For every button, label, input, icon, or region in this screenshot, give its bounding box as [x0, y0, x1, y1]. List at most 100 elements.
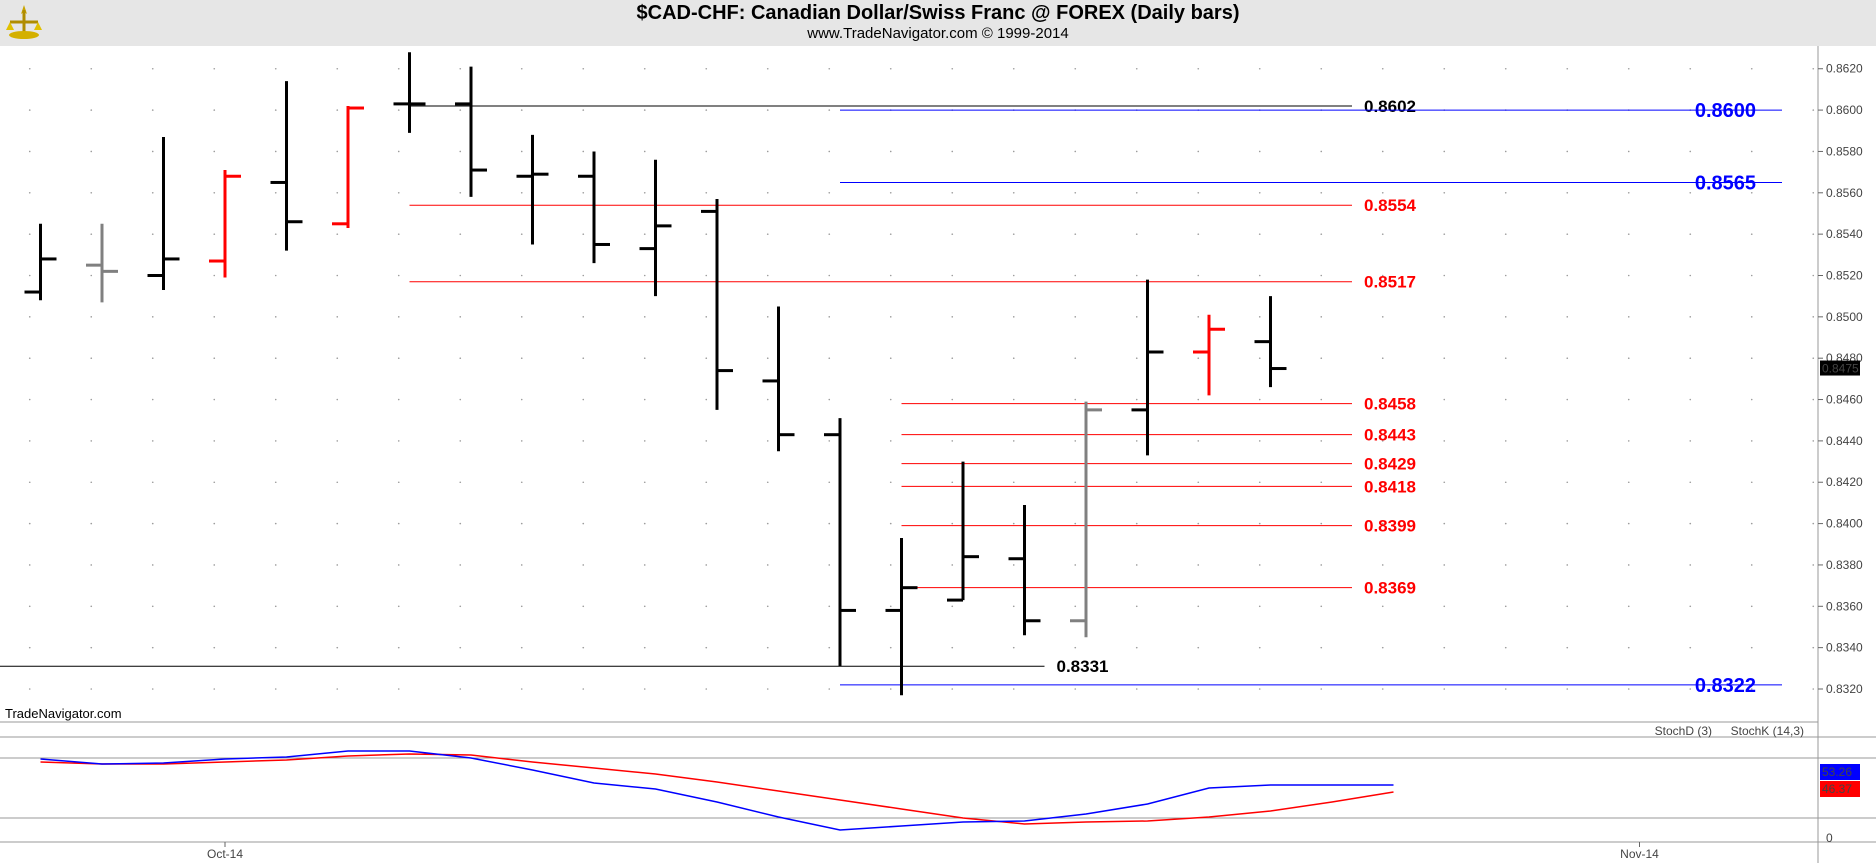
grid-dot [889, 522, 892, 525]
grid-dot [1504, 564, 1507, 566]
grid-dot [1197, 688, 1200, 690]
grid-dot [1074, 481, 1077, 484]
grid-dot [1012, 191, 1015, 194]
grid-dot [889, 233, 892, 235]
grid-dot [1197, 316, 1200, 318]
grid-dot [520, 233, 523, 235]
grid-dot [274, 357, 277, 359]
grid-dot [643, 67, 646, 70]
grid-dot [151, 605, 154, 608]
grid-dot [1750, 605, 1753, 608]
price-tick-label: 0.8620 [1826, 62, 1863, 76]
grid-dot [1135, 564, 1138, 566]
grid-dot [766, 646, 769, 649]
grid-dot [1258, 316, 1261, 318]
grid-dot [213, 357, 216, 359]
grid-dot [643, 440, 646, 442]
grid-dot [1012, 398, 1015, 401]
grid-dot [1074, 605, 1077, 608]
grid-dot [951, 398, 954, 401]
level-label: 0.8458 [1364, 395, 1416, 414]
grid-dot [28, 67, 31, 70]
grid-dot [397, 564, 400, 566]
grid-dot [336, 316, 339, 318]
grid-dot [1197, 440, 1200, 442]
grid-dot [828, 109, 831, 111]
grid-dot [1012, 316, 1015, 318]
grid-dot [1689, 522, 1692, 525]
last-price-box [1820, 360, 1860, 376]
grid-dot [397, 150, 400, 153]
grid-dot [951, 233, 954, 235]
grid-dot [397, 646, 400, 649]
trade-navigator-logo-icon [6, 5, 42, 39]
stoch-last-value-label: 53.26 [1822, 765, 1852, 779]
grid-dot [397, 440, 400, 442]
grid-dot [1012, 481, 1015, 484]
grid-dot [1812, 481, 1815, 484]
grid-dot [1689, 150, 1692, 153]
grid-dot [1627, 67, 1630, 70]
grid-dot [582, 150, 585, 153]
grid-dot [1074, 564, 1077, 566]
grid-dot [1381, 191, 1384, 194]
price-tick-label: 0.8580 [1826, 144, 1863, 158]
grid-dot [705, 191, 708, 194]
level-label: 0.8322 [1695, 675, 1756, 697]
grid-dot [1074, 67, 1077, 70]
grid-dot [1135, 398, 1138, 401]
time-tick-label: Oct-14 [207, 847, 243, 861]
grid-dot [90, 316, 93, 318]
grid-dot [1812, 564, 1815, 566]
grid-dot [1504, 316, 1507, 318]
grid-dot [1443, 150, 1446, 153]
grid-dot [1197, 150, 1200, 153]
grid-dot [520, 191, 523, 194]
grid-dot [1750, 150, 1753, 153]
grid-dot [397, 67, 400, 70]
grid-dot [1197, 67, 1200, 70]
price-tick-label: 0.8560 [1826, 186, 1863, 200]
grid-dot [520, 688, 523, 690]
grid-dot [951, 316, 954, 318]
grid-dot [1812, 191, 1815, 194]
grid-dot [1750, 646, 1753, 649]
grid-dot [951, 191, 954, 194]
grid-dot [1197, 191, 1200, 194]
grid-dot [28, 233, 31, 235]
grid-dot [1689, 481, 1692, 484]
grid-dot [1197, 481, 1200, 484]
grid-dot [1258, 564, 1261, 566]
grid-dot [1443, 440, 1446, 442]
grid-dot [1074, 688, 1077, 690]
grid-dot [1750, 688, 1753, 690]
grid-dot [582, 522, 585, 525]
grid-dot [397, 316, 400, 318]
level-label: 0.8443 [1364, 426, 1416, 445]
grid-dot [151, 398, 154, 401]
grid-dot [1012, 646, 1015, 649]
grid-dot [1197, 233, 1200, 235]
grid-dot [1750, 233, 1753, 235]
grid-dot [151, 150, 154, 153]
price-tick-label: 0.8600 [1826, 103, 1863, 117]
grid-dot [520, 522, 523, 525]
grid-dot [1750, 316, 1753, 318]
grid-dot [1381, 605, 1384, 608]
grid-dot [582, 357, 585, 359]
grid-dot [213, 398, 216, 401]
grid-dot [766, 440, 769, 442]
grid-dot [705, 398, 708, 401]
grid-dot [274, 440, 277, 442]
grid-dot [1443, 522, 1446, 525]
grid-dot [643, 605, 646, 608]
grid-dot [1443, 398, 1446, 401]
grid-dot [766, 150, 769, 153]
grid-dot [643, 564, 646, 566]
grid-dot [705, 109, 708, 111]
grid-dot [151, 688, 154, 690]
grid-dot [1443, 274, 1446, 277]
grid-dot [705, 150, 708, 153]
grid-dot [1750, 67, 1753, 70]
grid-dot [1750, 481, 1753, 484]
